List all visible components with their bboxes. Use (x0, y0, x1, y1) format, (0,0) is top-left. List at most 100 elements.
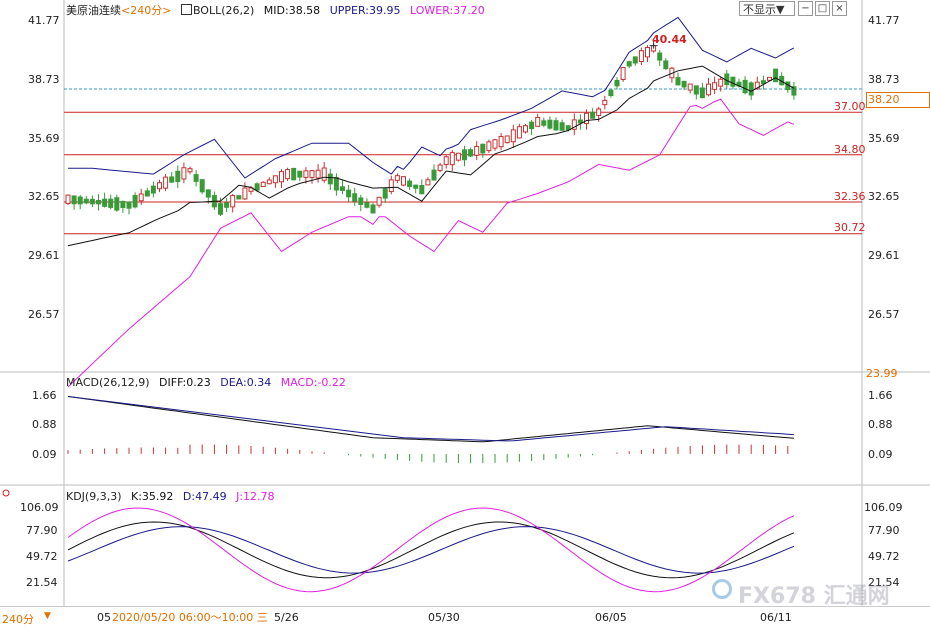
kdj-axis-label: 106.09 (20, 501, 59, 514)
close-button[interactable]: × (832, 1, 847, 16)
candle-body (663, 60, 669, 70)
candle-body (132, 194, 138, 208)
candle-body (96, 199, 101, 205)
period-selector[interactable]: 240分 (2, 613, 34, 626)
candle-body (181, 167, 187, 180)
kdj-axis-label-right: 77.90 (868, 524, 900, 537)
candle-body (510, 129, 516, 143)
date-label: 06/05 (595, 611, 627, 624)
candle-body (248, 187, 254, 192)
kdj-axis-label-right: 21.54 (868, 576, 900, 589)
candle-body (175, 170, 181, 183)
candle-body (699, 87, 705, 99)
candle-body (620, 66, 626, 81)
macd-diff-line (67, 396, 794, 443)
left-price-label: 32.65 (28, 190, 60, 203)
candle-body (333, 177, 339, 191)
candle-body (224, 202, 230, 208)
candle-body (468, 149, 474, 157)
candle-body (419, 184, 425, 195)
indicator-display-dropdown[interactable]: 不显示▼ (739, 1, 795, 16)
candle-body (748, 82, 754, 96)
candle-body (352, 193, 358, 202)
boll-lower: LOWER:37.20 (409, 4, 485, 17)
right-price-label: 35.69 (868, 132, 900, 145)
candle-body (608, 89, 614, 96)
candle-body (571, 119, 577, 130)
candle-body (553, 120, 559, 131)
macd-axis-label: 0.88 (32, 418, 57, 431)
boll-upper: UPPER:39.95 (329, 4, 401, 17)
watermark: FX678 汇通网 (738, 584, 890, 609)
candle-body (242, 187, 248, 200)
level-label: 37.00 (834, 100, 866, 113)
kdj-j: J:12.78 (236, 490, 275, 503)
left-price-label: 26.57 (28, 308, 60, 321)
restore-button[interactable]: □ (815, 1, 830, 16)
candle-body (303, 170, 309, 178)
macd-dea: DEA:0.34 (220, 376, 272, 389)
kdj-axis-label-right: 49.72 (868, 550, 900, 563)
candle-body (394, 175, 400, 181)
kdj-axis-label: 77.90 (26, 524, 58, 537)
kdj-axis-label: 49.72 (26, 550, 58, 563)
candle-body (279, 171, 284, 183)
candle-body (474, 145, 480, 156)
candle-body (596, 108, 602, 116)
candle-body (218, 203, 223, 215)
candle-body (315, 169, 321, 179)
candle-body (693, 85, 699, 95)
candle-body (565, 125, 571, 131)
candle-body (254, 183, 260, 191)
candle-body (559, 122, 565, 131)
candle-body (126, 201, 132, 209)
candle-body (407, 180, 413, 187)
candle-body (773, 68, 779, 83)
period-dropdown-icon[interactable]: ▼ (44, 611, 51, 621)
candle-body (370, 204, 376, 214)
fx678-logo-icon (712, 579, 732, 599)
macd-axis-label-right: 0.88 (868, 418, 893, 431)
minimize-button[interactable]: − (798, 1, 813, 16)
candle-body (767, 76, 772, 81)
candle-body (718, 78, 724, 87)
boll-lower-line (67, 98, 795, 388)
candle-body (163, 176, 169, 189)
candle-body (205, 189, 211, 198)
candle-body (443, 156, 449, 165)
candle-body (742, 79, 748, 94)
candle-body (523, 125, 528, 133)
settings-icon (2, 489, 10, 497)
candle-body (760, 80, 766, 85)
candle-body (529, 121, 535, 130)
candle-body (590, 111, 596, 119)
candle-body (187, 168, 193, 173)
candle-body (114, 197, 120, 211)
candle-body (382, 188, 388, 199)
date-label: 05 (97, 611, 111, 624)
candle-body (340, 186, 345, 191)
candle-body (584, 112, 589, 124)
candle-body (77, 196, 83, 205)
candle-body (358, 197, 364, 205)
candle-body (401, 176, 406, 186)
candle-body (260, 181, 266, 188)
kdj-j-line (67, 507, 795, 593)
candle-body (535, 116, 541, 127)
current-price-tag: 38.20 (866, 92, 930, 108)
candle-body (108, 198, 114, 208)
macd-value: MACD:-0.22 (280, 376, 346, 389)
kdj-axis-label-right: 106.09 (864, 501, 903, 514)
candle-body (230, 195, 236, 208)
main-legend: 美原油连续<240分> BOLL(26,2) MID:38.58 UPPER:3… (66, 2, 491, 18)
right-price-label: 26.57 (868, 308, 900, 321)
boll-mid: MID:38.58 (263, 4, 321, 17)
candle-body (297, 170, 303, 178)
boll-icon (180, 4, 192, 15)
candle-body (120, 200, 126, 209)
candle-body (388, 179, 394, 193)
macd-legend: MACD(26,12,9) DIFF:0.23 DEA:0.34 MACD:-0… (66, 376, 352, 389)
candle-body (602, 99, 608, 106)
candle-body (687, 83, 693, 91)
